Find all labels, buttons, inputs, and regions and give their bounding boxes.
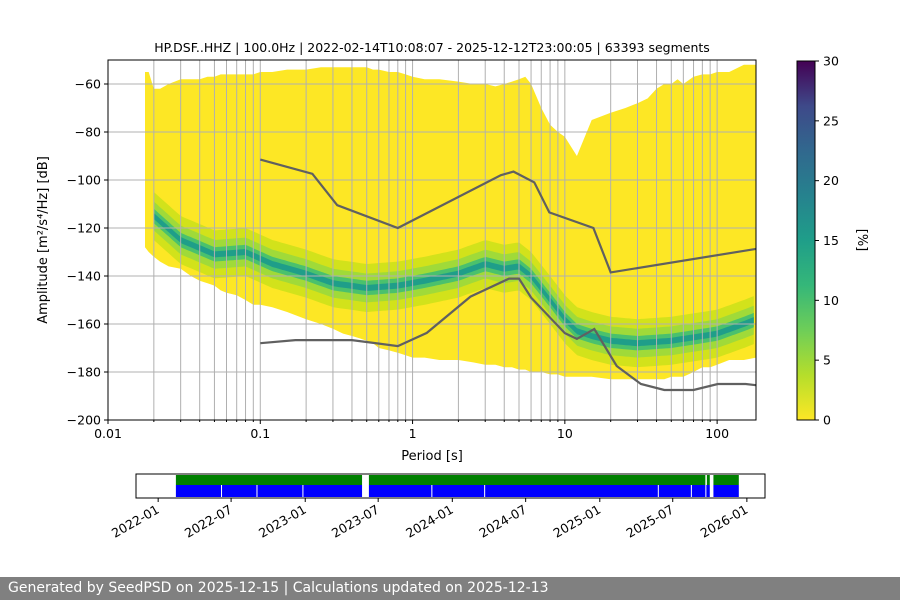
x-tick-label: 100 — [705, 426, 729, 441]
x-tick-label: 1 — [409, 426, 417, 441]
colorbar-tick-label: 20 — [823, 173, 839, 188]
colorbar: 0 5 10 15 20 25 30 [%] — [796, 54, 869, 428]
timeline-tick-label: 2025-01 — [551, 502, 604, 541]
lower-bar-gap — [431, 485, 433, 497]
lower-bar-gap — [362, 485, 369, 497]
timeline-bars — [175, 475, 739, 497]
colorbar-tick-label: 30 — [823, 54, 839, 69]
low-noise-model-line — [260, 277, 756, 392]
y-tick-label: −180 — [67, 365, 101, 380]
series-lines — [260, 158, 756, 392]
upper-bar-gap — [705, 475, 707, 485]
timeline-tick-label: 2024-01 — [403, 502, 456, 541]
lower-bar-gap — [302, 485, 304, 497]
upper-bar-gap — [362, 475, 369, 485]
colorbar-ticks: 0 5 10 15 20 25 30 — [815, 54, 839, 428]
colorbar-tick-label: 25 — [823, 113, 839, 128]
timeline-ticks: 2022-01 2022-07 2023-01 2023-07 2024-01 2024-… — [109, 498, 750, 541]
colorbar-gradient — [796, 60, 816, 421]
timeline-tick-label: 2023-07 — [329, 502, 382, 541]
lower-bar-gap — [221, 485, 223, 497]
psd-data-cloud — [145, 64, 756, 380]
x-tick-label: 10 — [557, 426, 573, 441]
timeline-frame — [135, 473, 766, 499]
footer-bar: Generated by SeedPSD on 2025-12-15 | Cal… — [0, 577, 900, 600]
timeline-tick-label: 2024-07 — [476, 502, 529, 541]
grid-lines — [108, 60, 756, 420]
psd-envelope — [145, 64, 756, 380]
x-axis-ticks: 0.01 0.1 1 10 100 — [94, 420, 729, 441]
colorbar-label: [%] — [854, 229, 869, 252]
psd-plot-area: 0.01 0.1 1 10 100 −200 −180 −160 −140 −120 −100 −8… — [67, 59, 757, 441]
chart-title: HP.DSF..HHZ | 100.0Hz | 2022-02-14T10:08… — [154, 40, 710, 55]
colorbar-tick-label: 15 — [823, 233, 839, 248]
lower-bar-gap — [484, 485, 486, 497]
lower-bar-gap — [705, 485, 707, 497]
x-axis-label: Period [s] — [401, 449, 463, 464]
x-tick-label: 0.01 — [94, 426, 122, 441]
x-tick-label: 0.1 — [250, 426, 270, 441]
y-tick-label: −120 — [67, 221, 101, 236]
lower-bar-gap — [709, 485, 714, 497]
plot-frame — [107, 59, 757, 421]
upper-bar-gap — [709, 475, 714, 485]
lower-availability-bar — [175, 485, 739, 497]
psd-figure: HP.DSF..HHZ | 100.0Hz | 2022-02-14T10:08… — [36, 40, 869, 541]
colorbar-tick-label: 10 — [823, 293, 839, 308]
y-tick-label: −200 — [67, 413, 101, 428]
timeline-tick-label: 2022-01 — [109, 502, 162, 541]
colorbar-tick-label: 5 — [823, 353, 831, 368]
lower-bar-gap — [657, 485, 659, 497]
lower-bar-gap — [256, 485, 258, 497]
timeline-tick-label: 2022-07 — [182, 502, 235, 541]
y-tick-label: −80 — [75, 125, 101, 140]
timeline-tick-label: 2025-07 — [623, 502, 676, 541]
y-tick-label: −140 — [67, 269, 101, 284]
timeline-tick-label: 2023-01 — [256, 502, 309, 541]
psd-density-high — [153, 208, 754, 351]
data-availability-timeline: 2022-01 2022-07 2023-01 2023-07 2024-01 2024-… — [109, 473, 766, 541]
y-tick-label: −100 — [67, 173, 101, 188]
y-axis-label: Amplitude [m²/s⁴/Hz] [dB] — [36, 156, 51, 324]
y-axis-ticks: −200 −180 −160 −140 −120 −100 −80 −60 — [67, 77, 108, 428]
lower-bar-gap — [690, 485, 692, 497]
y-tick-label: −160 — [67, 317, 101, 332]
colorbar-tick-label: 0 — [823, 413, 831, 428]
upper-availability-bar — [175, 475, 739, 485]
y-tick-label: −60 — [75, 77, 101, 92]
footer-text: Generated by SeedPSD on 2025-12-15 | Cal… — [8, 580, 549, 596]
timeline-tick-label: 2026-01 — [698, 502, 751, 541]
high-noise-model-line — [260, 158, 756, 274]
